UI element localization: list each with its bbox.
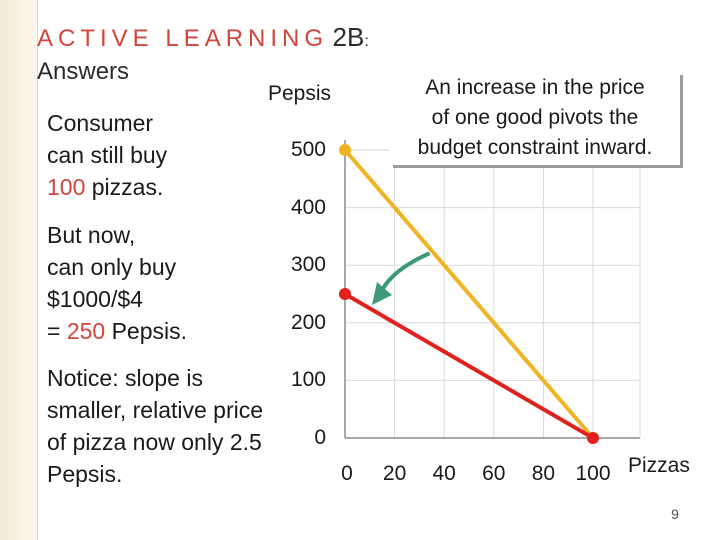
paragraph-text: pizzas. <box>85 174 164 200</box>
paragraph-line: 100 pizzas. <box>47 171 167 203</box>
y-tick-label: 0 <box>314 426 326 449</box>
paragraph-line: Pepsis. <box>47 461 123 487</box>
y-tick-label: 500 <box>290 138 326 161</box>
new-budget-line <box>343 292 595 440</box>
title-suffix: 2B <box>332 22 365 52</box>
original-endpoint-dot <box>339 144 351 156</box>
paragraph-line: $1000/$4 <box>47 286 143 312</box>
x-axis-label: Pizzas <box>628 454 690 477</box>
paragraph-line: of pizza now only 2.5 <box>47 429 262 455</box>
callout-box: An increase in the price of one good piv… <box>390 72 680 165</box>
left-decor-line <box>37 0 38 540</box>
paragraph-line: Notice: slope is <box>47 365 203 391</box>
new-endpoint-dot <box>587 432 599 444</box>
callout-line: budget constraint inward. <box>417 136 653 159</box>
slide-subtitle: Answers <box>37 58 130 85</box>
title-main: ACTIVE LEARNING <box>37 25 329 52</box>
callout-line: of one good pivots the <box>431 106 639 129</box>
paragraph-line: But now, <box>47 222 136 248</box>
x-tick-label: 40 <box>432 462 456 485</box>
pivot-arrow-head <box>372 282 392 305</box>
paragraph-line: = 250 Pepsis. <box>47 315 187 347</box>
x-tick-label: 60 <box>482 462 506 485</box>
x-tick-label: 100 <box>575 462 611 485</box>
paragraph-notice: Notice: slope is smaller, relative price… <box>47 362 263 490</box>
paragraph-line: can only buy <box>47 254 177 280</box>
original-budget-line <box>343 148 595 440</box>
slide-title: ACTIVE LEARNING 2B: <box>37 22 369 53</box>
paragraph-text: Pepsis. <box>105 318 188 344</box>
paragraph-but-now: But now, can only buy $1000/$4 = 250 Pep… <box>47 219 187 347</box>
paragraph-consumer: Consumer can still buy 100 pizzas. <box>47 107 167 203</box>
left-decor-bar <box>0 0 37 540</box>
highlight-number: 250 <box>66 318 106 344</box>
callout-line: An increase in the price <box>425 76 645 99</box>
x-tick-label: 80 <box>531 462 556 485</box>
x-tick-label: 20 <box>382 462 407 485</box>
page-number: 9 <box>671 506 679 522</box>
y-tick-label: 200 <box>290 310 326 334</box>
paragraph-line: can still buy <box>47 142 168 168</box>
y-axis-label: Pepsis <box>268 82 332 105</box>
paragraph-line: Consumer <box>47 110 154 136</box>
pivot-arrow-shaft <box>379 252 430 294</box>
y-tick-label: 100 <box>290 368 326 392</box>
y-tick-label: 300 <box>290 253 326 277</box>
paragraph-text: = <box>47 318 67 344</box>
x-tick-label: 0 <box>341 462 353 485</box>
paragraph-line: smaller, relative price <box>47 397 264 423</box>
title-colon: : <box>364 33 369 50</box>
y-tick-label: 400 <box>290 195 326 219</box>
highlight-number: 100 <box>47 174 86 200</box>
new-endpoint-dot <box>339 288 351 300</box>
